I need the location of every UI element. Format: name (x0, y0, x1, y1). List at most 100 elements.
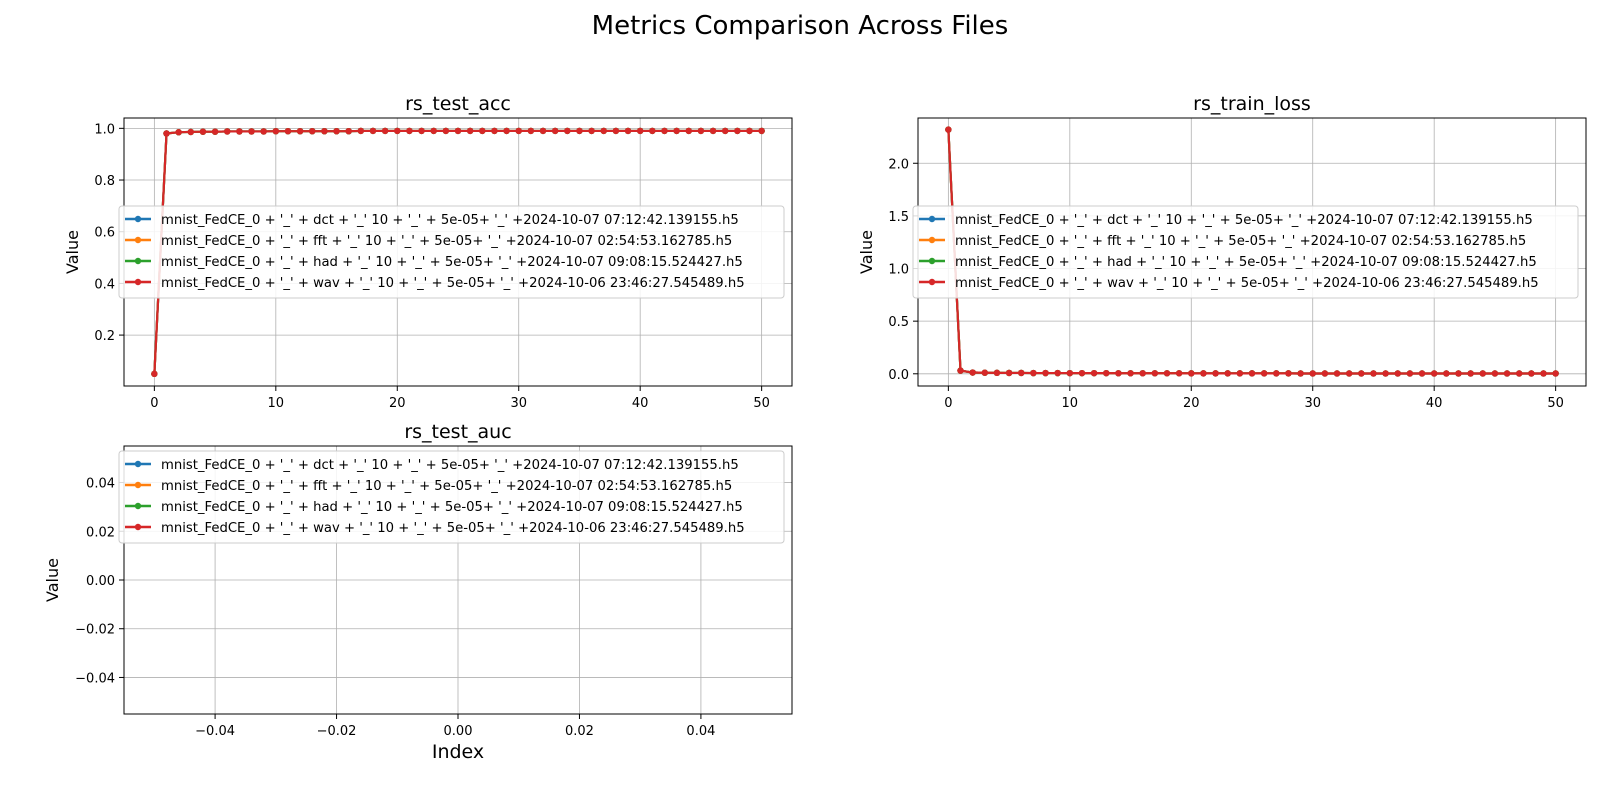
legend-box (118, 450, 785, 544)
x-tick-label: 10 (268, 396, 285, 411)
figure-title: Metrics Comparison Across Files (592, 11, 1009, 41)
data-point (1115, 370, 1122, 377)
legend-label: mnist_FedCE_0 + '_' + fft + '_' 10 + '_'… (161, 479, 732, 494)
x-tick-label: 10 (1062, 396, 1079, 411)
data-point (969, 369, 976, 376)
legend-label: mnist_FedCE_0 + '_' + dct + '_' 10 + '_'… (161, 458, 739, 473)
data-point (1212, 370, 1219, 377)
data-point (1030, 369, 1037, 377)
data-point (1430, 370, 1438, 377)
data-point (1200, 370, 1207, 377)
y-tick-label: 0.04 (86, 477, 115, 492)
data-point (539, 127, 547, 135)
legend-box (118, 205, 785, 299)
subplot-rs_test_auc: −0.04 −0.02 0.00 0.02 0.04 −0.04 −0.02 0.00 0.02… (43, 421, 793, 763)
y-tick-label: 0.02 (86, 525, 115, 540)
legend: mnist_FedCE_0 + '_' + dct + '_' 10 + '_'… (912, 205, 1579, 299)
data-point (224, 128, 231, 135)
subplot-title: rs_test_acc (405, 93, 511, 115)
data-point (418, 127, 425, 135)
data-point (1054, 369, 1061, 377)
legend-label: mnist_FedCE_0 + '_' + fft + '_' 10 + '_'… (955, 234, 1526, 249)
data-point (624, 127, 632, 135)
legend-entry: mnist_FedCE_0 + '_' + had + '_' 10 + '_'… (919, 255, 1537, 270)
legend-marker (134, 502, 142, 510)
data-point (1516, 370, 1523, 377)
x-tick-label: 50 (1547, 396, 1564, 411)
x-axis-label: Index (432, 741, 484, 763)
y-axis-label: Value (43, 558, 62, 602)
data-point (199, 128, 207, 135)
data-point (1163, 370, 1171, 377)
legend: mnist_FedCE_0 + '_' + dct + '_' 10 + '_'… (118, 205, 785, 299)
data-point (600, 127, 607, 135)
x-tick-label: 0.02 (565, 724, 594, 739)
data-point (272, 127, 280, 135)
legend-label: mnist_FedCE_0 + '_' + wav + '_' 10 + '_'… (955, 276, 1539, 291)
subplot-title: rs_train_loss (1193, 93, 1311, 115)
data-point (734, 127, 741, 135)
x-tick-label: 0.00 (444, 724, 473, 739)
data-point (576, 127, 583, 135)
data-point (1443, 370, 1450, 377)
data-point (1042, 369, 1049, 377)
legend-label: mnist_FedCE_0 + '_' + dct + '_' 10 + '_'… (161, 213, 739, 228)
data-point (333, 127, 340, 135)
data-point (406, 127, 413, 135)
data-point (466, 127, 474, 135)
subplot-title: rs_test_auc (404, 421, 511, 443)
data-point (527, 127, 535, 135)
legend-entry: mnist_FedCE_0 + '_' + fft + '_' 10 + '_'… (125, 479, 732, 494)
x-tick-label: 30 (510, 396, 527, 411)
series-4 (945, 126, 1559, 377)
data-point (321, 127, 328, 135)
y-tick-label: 1.0 (888, 263, 909, 278)
x-tick-label: −0.02 (317, 724, 357, 739)
data-point (503, 127, 510, 135)
legend-label: mnist_FedCE_0 + '_' + had + '_' 10 + '_'… (161, 500, 743, 515)
data-point (709, 127, 717, 135)
x-tick-label: −0.04 (195, 724, 235, 739)
x-tick-label: 20 (1183, 396, 1200, 411)
data-point (746, 127, 753, 135)
data-point (284, 127, 292, 135)
subplot-grid: 0 10 20 30 40 50 0.2 0.4 0.6 0.8 1.0 rs_test_acc Val… (43, 93, 1587, 763)
data-point (722, 127, 729, 135)
data-point (187, 128, 194, 136)
data-point (981, 369, 988, 376)
data-point (1418, 370, 1426, 377)
data-point (442, 127, 450, 135)
data-point (1127, 370, 1134, 377)
x-tick-label: 0 (150, 396, 158, 411)
data-point (1333, 370, 1341, 377)
data-point (1260, 370, 1268, 377)
data-point (430, 127, 437, 135)
data-point (248, 128, 255, 135)
y-tick-label: 0.6 (94, 226, 115, 241)
legend-entry: mnist_FedCE_0 + '_' + fft + '_' 10 + '_'… (919, 234, 1526, 249)
data-point (1552, 370, 1559, 377)
data-point (369, 127, 377, 135)
legend-marker (134, 215, 142, 223)
legend-entry: mnist_FedCE_0 + '_' + wav + '_' 10 + '_'… (919, 276, 1539, 291)
data-point (758, 127, 765, 135)
data-point (993, 369, 1001, 377)
data-point (661, 127, 668, 135)
x-tick-label: 0 (944, 396, 952, 411)
data-point (1491, 370, 1499, 377)
legend-marker (134, 278, 142, 286)
data-point (211, 128, 219, 135)
legend-entry: mnist_FedCE_0 + '_' + dct + '_' 10 + '_'… (125, 213, 739, 228)
legend-marker (134, 481, 142, 489)
y-tick-label: 0.00 (86, 574, 115, 589)
data-point (649, 127, 656, 135)
data-point (345, 127, 352, 135)
data-point (515, 127, 522, 135)
subplot-rs_test_acc: 0 10 20 30 40 50 0.2 0.4 0.6 0.8 1.0 rs_test_acc Val… (63, 93, 793, 411)
x-tick-label: 20 (389, 396, 406, 411)
legend-marker (134, 460, 142, 468)
y-tick-label: 2.0 (888, 157, 909, 172)
data-point (1175, 370, 1183, 377)
data-point (1103, 369, 1110, 377)
data-point (685, 127, 692, 135)
